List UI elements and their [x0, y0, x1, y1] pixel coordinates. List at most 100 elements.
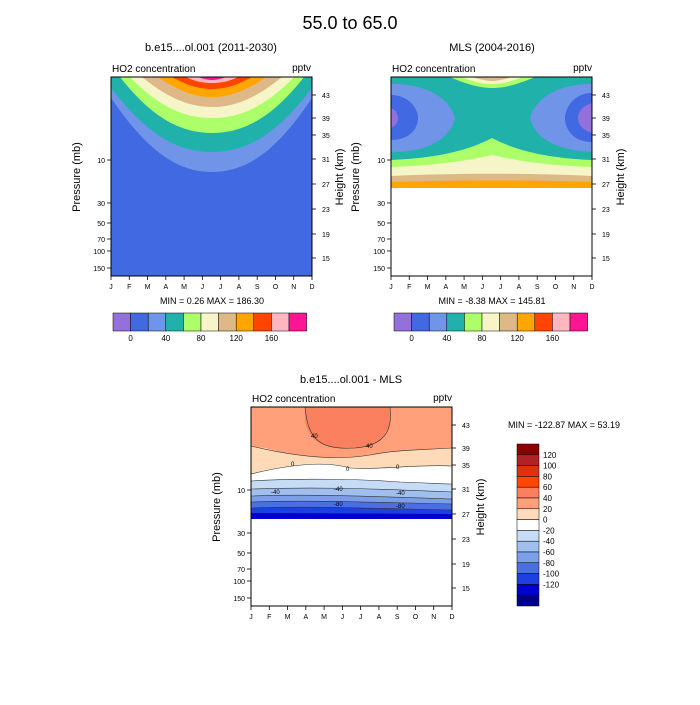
contour-label: 0 — [396, 465, 400, 471]
colorbar-box — [218, 312, 237, 332]
height-label: 35 — [462, 463, 470, 470]
colorbar-box — [183, 312, 202, 332]
panel2-left-label: HO2 concentration — [392, 64, 475, 75]
vcolorbar-label: 20 — [543, 505, 552, 514]
month-label: D — [309, 284, 314, 291]
panel3-stats: MIN = -122.87 MAX = 53.19 — [508, 420, 620, 430]
month-label: A — [303, 614, 308, 621]
panel3-contour-3 — [250, 463, 453, 475]
height-label: 31 — [322, 157, 330, 164]
month-label: N — [291, 284, 296, 291]
panel3-y2label: Height (km) — [475, 479, 487, 536]
height-label: 43 — [602, 93, 610, 100]
month-label: S — [255, 284, 260, 291]
pressure-label: 10 — [377, 158, 385, 165]
height-label: 15 — [322, 256, 330, 263]
colorbar-label: 120 — [511, 334, 525, 343]
panel3-band-neg120 — [251, 513, 452, 519]
pressure-label: 50 — [377, 221, 385, 228]
colorbar-label: 80 — [197, 334, 206, 343]
month-label: J — [359, 614, 363, 621]
month-label: A — [377, 614, 382, 621]
month-label: M — [425, 284, 431, 291]
vcolorbar-label: 0 — [543, 516, 548, 525]
panel3-axes: J F M A M J J A S O N D1030507010015043393531272319… — [233, 423, 470, 621]
vcolorbar-box — [516, 465, 540, 477]
vcolorbar-label: -120 — [543, 580, 560, 589]
height-label: 35 — [602, 133, 610, 140]
contour-label: -40 — [396, 491, 405, 497]
pressure-label: 10 — [97, 158, 105, 165]
colorbar-box — [288, 312, 307, 332]
panel3-contour-1 — [250, 445, 453, 458]
month-label: J — [219, 284, 223, 291]
vcolorbar-label: -40 — [543, 537, 555, 546]
colorbar-box — [130, 312, 149, 332]
pressure-label: 30 — [377, 201, 385, 208]
pressure-label: 100 — [93, 249, 105, 256]
panel3-band-salmon-core — [305, 407, 391, 449]
vcolorbar-label: 40 — [543, 494, 552, 503]
panel2-stats: MIN = -8.38 MAX = 145.81 — [438, 296, 545, 306]
pressure-label: 150 — [233, 596, 245, 603]
panel1-colorbar: 0 40 80 120 160 — [112, 312, 307, 343]
month-label: J — [341, 614, 345, 621]
month-label: M — [145, 284, 151, 291]
panel3-contour-5 — [250, 487, 453, 493]
panel3-contour-6 — [250, 494, 453, 500]
month-label: S — [535, 284, 540, 291]
colorbar-box — [411, 312, 430, 332]
month-label: N — [431, 614, 436, 621]
colorbar-box — [165, 312, 184, 332]
height-label: 43 — [322, 93, 330, 100]
month-label: J — [389, 284, 393, 291]
month-label: A — [443, 284, 448, 291]
month-label: D — [589, 284, 594, 291]
pressure-label: 70 — [237, 567, 245, 574]
contour-label: 40 — [311, 434, 318, 440]
month-label: M — [461, 284, 467, 291]
colorbar-label: 0 — [128, 334, 133, 343]
vcolorbar-box — [516, 594, 540, 607]
height-label: 39 — [602, 116, 610, 123]
pressure-label: 50 — [237, 551, 245, 558]
contour-label: -40 — [271, 490, 280, 496]
vcolorbar-label: 100 — [543, 462, 557, 471]
month-label: D — [449, 614, 454, 621]
vcolorbar-box — [516, 486, 540, 499]
panel2-ylabel: Pressure (mb) — [350, 142, 362, 212]
height-label: 23 — [322, 207, 330, 214]
vcolorbar-label: -80 — [543, 559, 555, 568]
panel1-units: pptv — [292, 63, 311, 74]
colorbar-box — [112, 312, 131, 332]
panel2-plot-area — [390, 76, 593, 277]
colorbar-box — [552, 312, 571, 332]
height-label: 15 — [602, 256, 610, 263]
colorbar-box — [393, 312, 412, 332]
colorbar-box — [516, 312, 536, 332]
height-label: 19 — [322, 232, 330, 239]
colorbar-box — [569, 312, 588, 332]
colorbar-box — [200, 312, 219, 332]
panel3-left-label: HO2 concentration — [252, 394, 335, 405]
colorbar-box — [235, 312, 255, 332]
colorbar-label: 160 — [265, 334, 279, 343]
pressure-label: 50 — [97, 221, 105, 228]
contour-label: 40 — [366, 444, 373, 450]
vcolorbar-box — [516, 454, 540, 466]
height-label: 19 — [602, 232, 610, 239]
panel-mls: MLS (2004-2016) HO2 concentration pptv J… — [350, 42, 627, 343]
panel2-band-purple-left — [391, 108, 398, 128]
panel1-y2label: Height (km) — [334, 149, 346, 206]
panel2-band-purple-right — [578, 103, 592, 133]
month-label: O — [273, 284, 279, 291]
vcolorbar-box — [516, 551, 540, 564]
panel1-frame — [110, 76, 313, 277]
panel2-y2label: Height (km) — [615, 149, 627, 206]
colorbar-box — [499, 312, 518, 332]
pressure-label: 100 — [233, 579, 245, 586]
colorbar-box — [428, 312, 448, 332]
vcolorbar-box — [516, 530, 540, 542]
vcolorbar-box — [516, 476, 540, 488]
panel1-band-9 — [198, 77, 226, 80]
